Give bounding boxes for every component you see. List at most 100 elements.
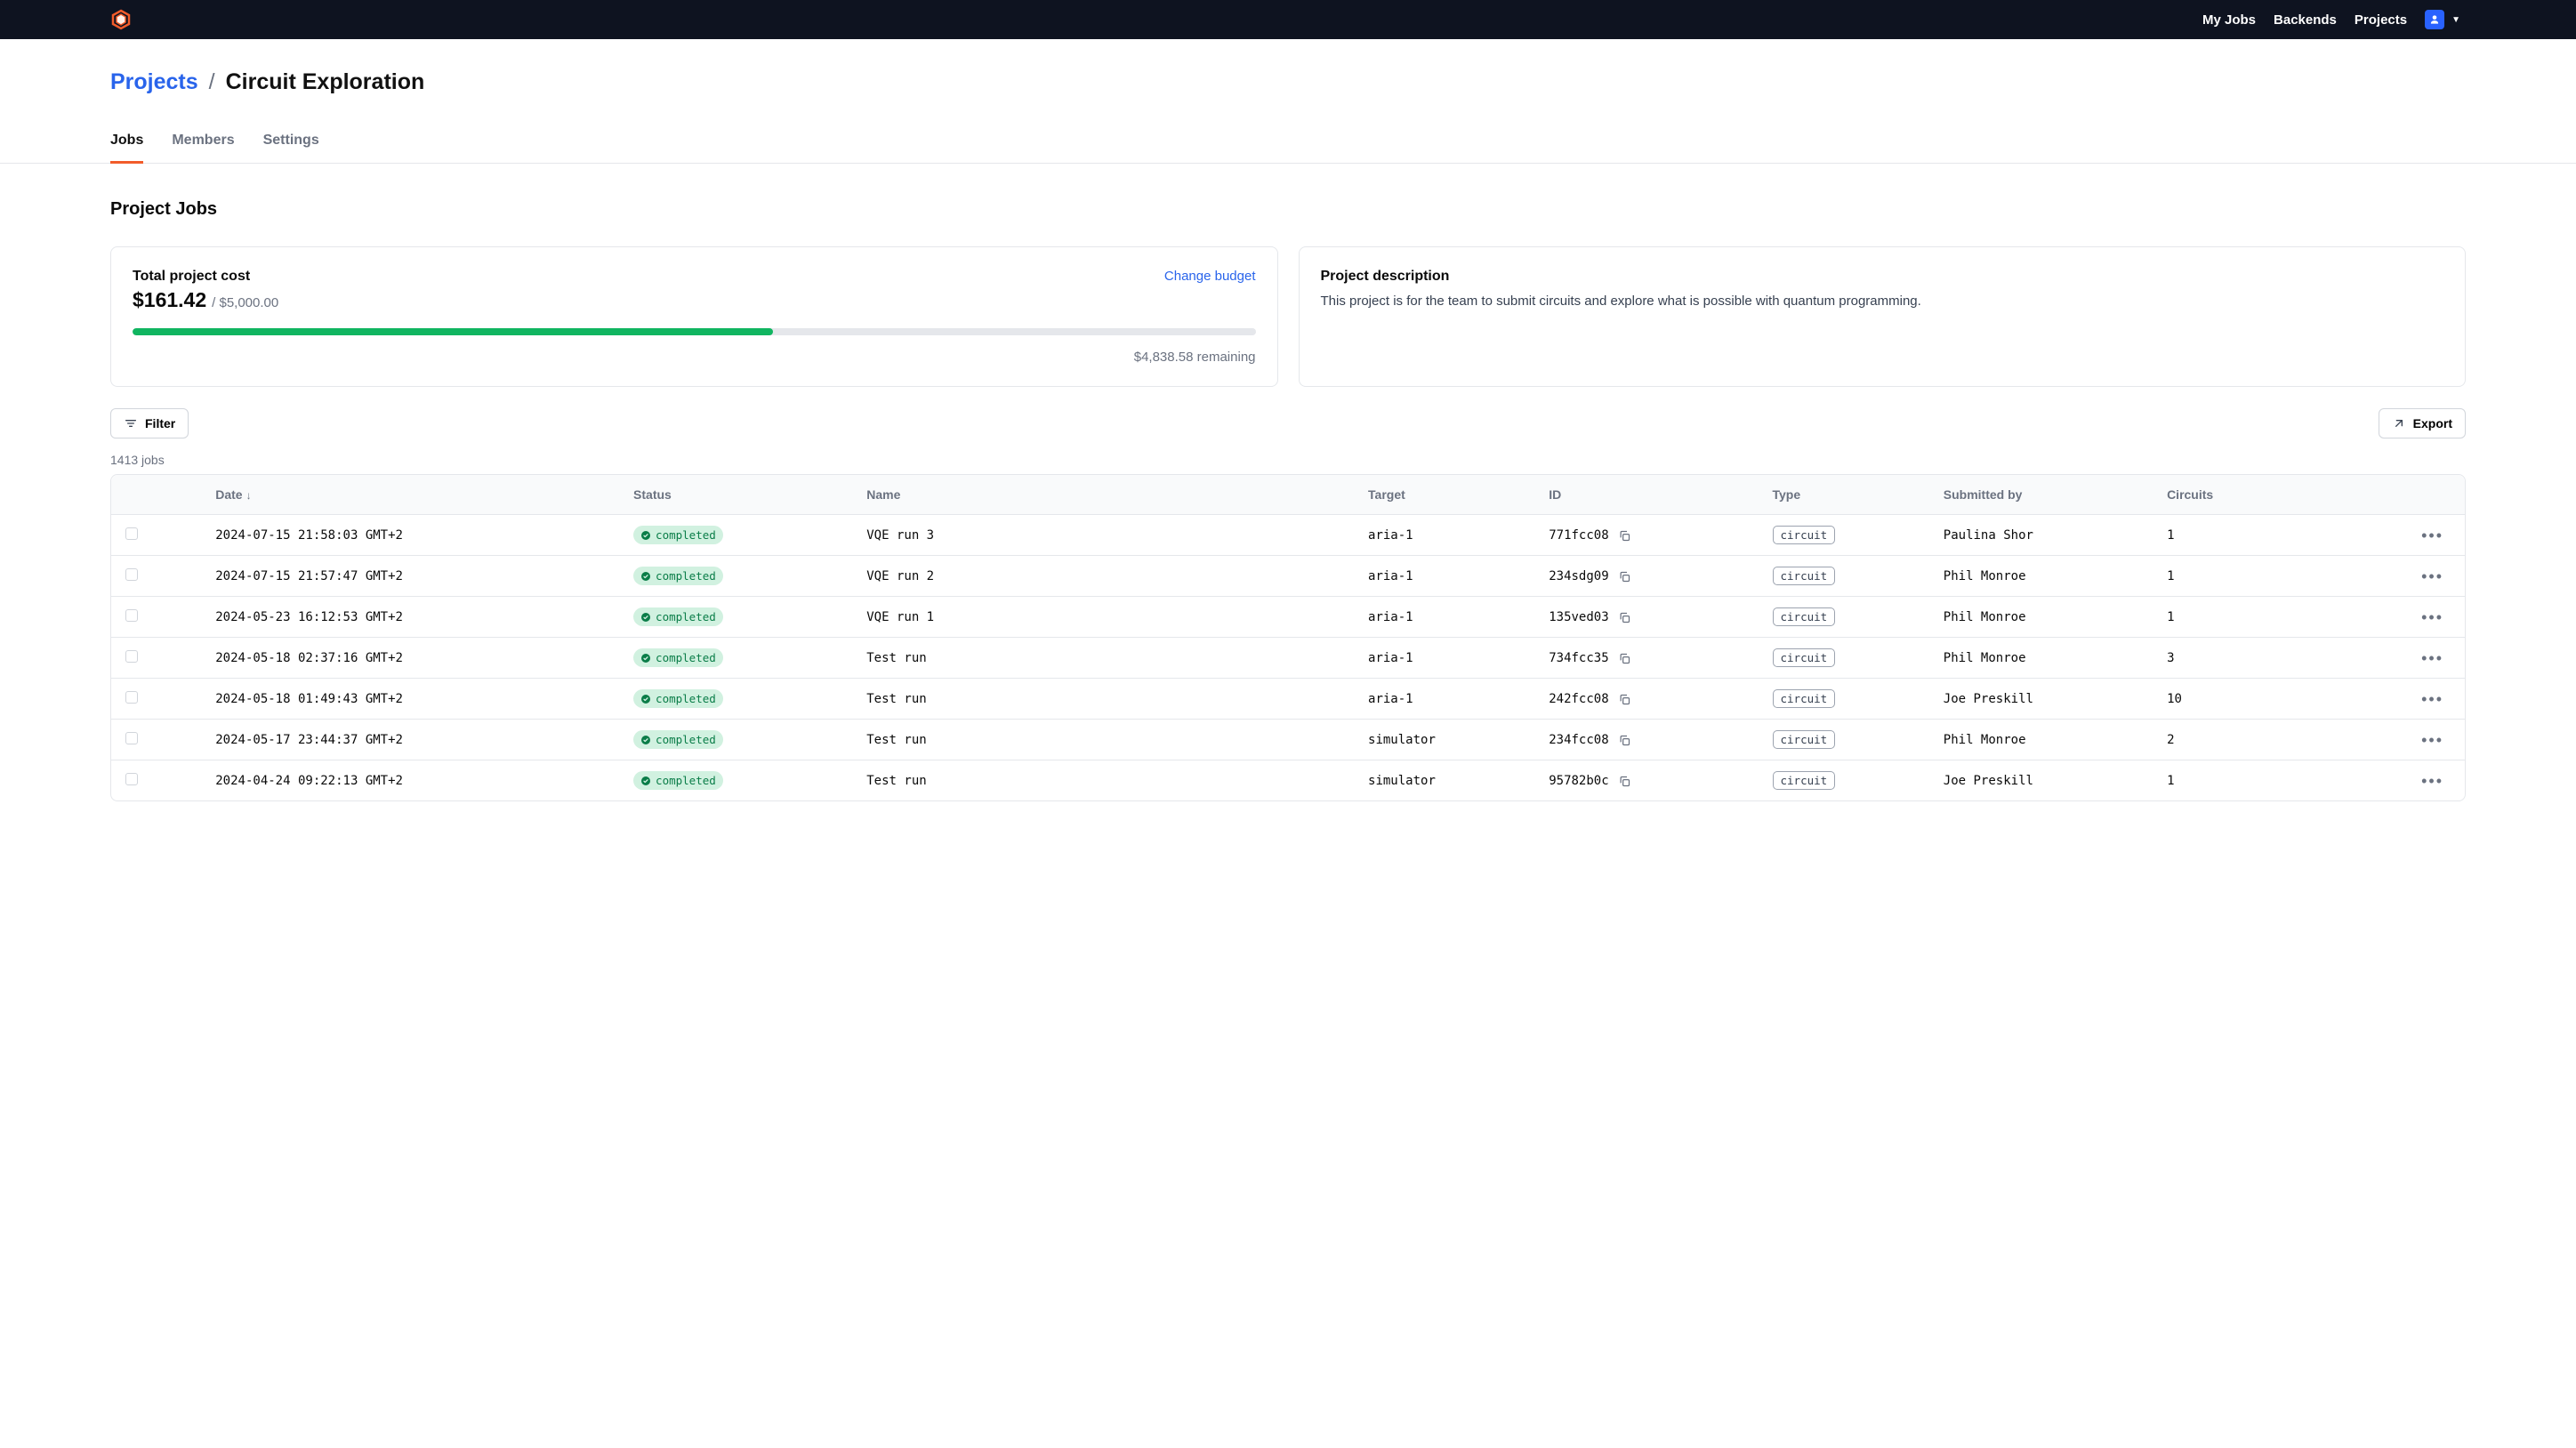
row-checkbox[interactable] <box>125 732 138 744</box>
desc-title: Project description <box>1321 269 2444 285</box>
filter-button[interactable]: Filter <box>110 408 189 438</box>
desc-text: This project is for the team to submit c… <box>1321 292 2444 311</box>
cell-id: 734fcc35 <box>1542 638 1765 679</box>
tab-jobs[interactable]: Jobs <box>110 133 143 164</box>
type-badge: circuit <box>1773 607 1836 626</box>
col-date[interactable]: Date↓ <box>208 475 626 515</box>
row-actions-button[interactable]: ••• <box>2421 608 2443 626</box>
sort-down-icon: ↓ <box>246 489 252 502</box>
type-badge: circuit <box>1773 730 1836 749</box>
cell-circuits: 1 <box>2160 556 2355 597</box>
copy-icon[interactable] <box>1618 775 1631 788</box>
check-circle-icon <box>640 653 651 664</box>
cell-name: Test run <box>859 760 1361 800</box>
row-checkbox[interactable] <box>125 609 138 622</box>
cell-date: 2024-05-17 23:44:37 GMT+2 <box>208 720 626 760</box>
cell-status: completed <box>626 720 859 760</box>
cell-target: aria-1 <box>1361 515 1542 556</box>
table-row[interactable]: 2024-05-18 02:37:16 GMT+2completedTest r… <box>111 638 2465 679</box>
cell-target: simulator <box>1361 760 1542 800</box>
col-target[interactable]: Target <box>1361 475 1542 515</box>
cell-submitted-by: Phil Monroe <box>1936 720 2160 760</box>
cell-id: 771fcc08 <box>1542 515 1765 556</box>
copy-icon[interactable] <box>1618 693 1631 706</box>
copy-icon[interactable] <box>1618 570 1631 583</box>
chevron-down-icon: ▼ <box>2451 15 2460 25</box>
row-actions-button[interactable]: ••• <box>2421 527 2443 544</box>
type-badge: circuit <box>1773 526 1836 544</box>
type-badge: circuit <box>1773 567 1836 585</box>
description-card: Project description This project is for … <box>1299 246 2467 387</box>
cell-name: VQE run 3 <box>859 515 1361 556</box>
cell-submitted-by: Phil Monroe <box>1936 556 2160 597</box>
filter-icon <box>124 416 138 430</box>
check-circle-icon <box>640 694 651 704</box>
cell-type: circuit <box>1766 679 1936 720</box>
row-checkbox[interactable] <box>125 691 138 704</box>
status-badge: completed <box>633 730 723 749</box>
cell-status: completed <box>626 760 859 800</box>
cell-target: aria-1 <box>1361 638 1542 679</box>
change-budget-link[interactable]: Change budget <box>1164 269 1256 284</box>
table-row[interactable]: 2024-07-15 21:58:03 GMT+2completedVQE ru… <box>111 515 2465 556</box>
breadcrumb-root[interactable]: Projects <box>110 69 198 95</box>
col-type[interactable]: Type <box>1766 475 1936 515</box>
col-id[interactable]: ID <box>1542 475 1765 515</box>
row-actions-button[interactable]: ••• <box>2421 690 2443 708</box>
table-row[interactable]: 2024-07-15 21:57:47 GMT+2completedVQE ru… <box>111 556 2465 597</box>
cell-id: 242fcc08 <box>1542 679 1765 720</box>
status-badge: completed <box>633 567 723 585</box>
cost-card: Total project cost Change budget $161.42… <box>110 246 1278 387</box>
jobs-table: Date↓ Status Name Target ID Type Submitt… <box>110 474 2466 801</box>
cost-value: $161.42 <box>133 288 206 312</box>
col-submitted-by[interactable]: Submitted by <box>1936 475 2160 515</box>
cell-date: 2024-07-15 21:58:03 GMT+2 <box>208 515 626 556</box>
table-row[interactable]: 2024-05-23 16:12:53 GMT+2completedVQE ru… <box>111 597 2465 638</box>
copy-icon[interactable] <box>1618 652 1631 665</box>
tabs: Jobs Members Settings <box>110 133 2466 164</box>
cell-type: circuit <box>1766 720 1936 760</box>
row-checkbox[interactable] <box>125 527 138 540</box>
cell-circuits: 3 <box>2160 638 2355 679</box>
cell-date: 2024-04-24 09:22:13 GMT+2 <box>208 760 626 800</box>
cell-circuits: 1 <box>2160 515 2355 556</box>
col-status[interactable]: Status <box>626 475 859 515</box>
cell-name: Test run <box>859 720 1361 760</box>
cell-circuits: 1 <box>2160 597 2355 638</box>
check-circle-icon <box>640 735 651 745</box>
cell-date: 2024-07-15 21:57:47 GMT+2 <box>208 556 626 597</box>
cell-status: completed <box>626 597 859 638</box>
cell-type: circuit <box>1766 638 1936 679</box>
cell-id: 95782b0c <box>1542 760 1765 800</box>
row-checkbox[interactable] <box>125 773 138 785</box>
cell-id: 234fcc08 <box>1542 720 1765 760</box>
table-row[interactable]: 2024-05-18 01:49:43 GMT+2completedTest r… <box>111 679 2465 720</box>
export-button[interactable]: Export <box>2379 408 2466 438</box>
copy-icon[interactable] <box>1618 611 1631 624</box>
col-circuits[interactable]: Circuits <box>2160 475 2355 515</box>
cell-status: completed <box>626 679 859 720</box>
row-checkbox[interactable] <box>125 568 138 581</box>
nav-projects[interactable]: Projects <box>2355 12 2407 28</box>
nav-backends[interactable]: Backends <box>2274 12 2337 28</box>
row-actions-button[interactable]: ••• <box>2421 772 2443 790</box>
row-checkbox[interactable] <box>125 650 138 663</box>
row-actions-button[interactable]: ••• <box>2421 567 2443 585</box>
nav-my-jobs[interactable]: My Jobs <box>2202 12 2256 28</box>
user-menu[interactable]: ▼ <box>2425 10 2460 29</box>
row-actions-button[interactable]: ••• <box>2421 649 2443 667</box>
table-row[interactable]: 2024-04-24 09:22:13 GMT+2completedTest r… <box>111 760 2465 800</box>
cell-circuits: 1 <box>2160 760 2355 800</box>
row-actions-button[interactable]: ••• <box>2421 731 2443 749</box>
copy-icon[interactable] <box>1618 529 1631 543</box>
copy-icon[interactable] <box>1618 734 1631 747</box>
cell-target: aria-1 <box>1361 597 1542 638</box>
tab-settings[interactable]: Settings <box>263 133 319 164</box>
table-row[interactable]: 2024-05-17 23:44:37 GMT+2 completed Test r… <box>111 720 2465 760</box>
budget-remaining: $4,838.58 remaining <box>133 350 1256 365</box>
tab-members[interactable]: Members <box>172 133 234 164</box>
top-nav: My Jobs Backends Projects ▼ <box>0 0 2576 39</box>
col-name[interactable]: Name <box>859 475 1361 515</box>
logo-icon <box>110 9 132 30</box>
export-icon <box>2392 416 2406 430</box>
